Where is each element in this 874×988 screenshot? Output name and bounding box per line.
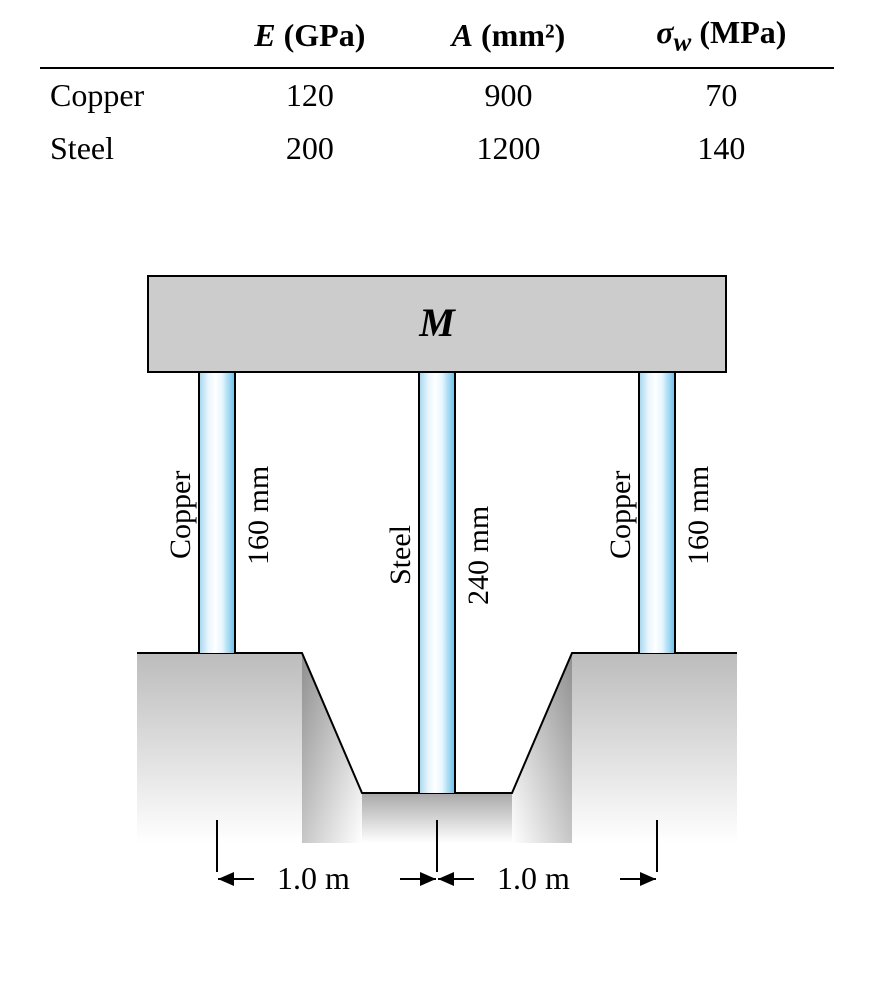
table-row: Steel 200 1200 140 xyxy=(40,122,834,175)
dim-tick-right xyxy=(656,820,658,872)
cell-s: 70 xyxy=(609,68,834,122)
table-header-row: E (GPa) A (mm²) σw (MPa) xyxy=(40,10,834,68)
e-unit: (GPa) xyxy=(284,17,366,53)
cell-e: 200 xyxy=(211,122,408,175)
a-symbol: A xyxy=(452,17,473,53)
table-row: Copper 120 900 70 xyxy=(40,68,834,122)
rigid-beam: M xyxy=(147,275,727,373)
spacing-left-label: 1.0 m xyxy=(277,860,350,897)
rod-mid-length: 240 mm xyxy=(462,475,496,635)
cell-name: Steel xyxy=(40,122,211,175)
col-a: A (mm²) xyxy=(408,10,608,68)
col-sigma: σw (MPa) xyxy=(609,10,834,68)
a-unit: (mm²) xyxy=(481,17,565,53)
beam-label: M xyxy=(149,299,725,346)
cell-a: 1200 xyxy=(408,122,608,175)
spacing-right-label: 1.0 m xyxy=(497,860,570,897)
rod-mid-material: Steel xyxy=(384,475,418,635)
sigma-symbol: σ xyxy=(656,14,673,50)
rod-right xyxy=(638,373,676,653)
structure-diagram: M Copper 160 mm Steel 240 mm Copper 160 … xyxy=(97,275,777,935)
cell-name: Copper xyxy=(40,68,211,122)
cell-s: 140 xyxy=(609,122,834,175)
sigma-sub: w xyxy=(674,26,692,56)
spacing-dimension: 1.0 m 1.0 m xyxy=(97,860,777,920)
dim-tick-left xyxy=(216,820,218,872)
rod-left xyxy=(198,373,236,653)
cell-a: 900 xyxy=(408,68,608,122)
rod-right-length: 160 mm xyxy=(682,435,716,595)
col-e: E (GPa) xyxy=(211,10,408,68)
rod-right-material: Copper xyxy=(604,435,638,595)
rod-left-material: Copper xyxy=(164,435,198,595)
dim-tick-center xyxy=(436,820,438,872)
col-blank xyxy=(40,10,211,68)
rod-mid xyxy=(418,373,456,793)
rod-left-length: 160 mm xyxy=(242,435,276,595)
sigma-unit: (MPa) xyxy=(699,14,786,50)
cell-e: 120 xyxy=(211,68,408,122)
e-symbol: E xyxy=(254,17,275,53)
material-table: E (GPa) A (mm²) σw (MPa) Copper 120 900 … xyxy=(40,10,834,175)
